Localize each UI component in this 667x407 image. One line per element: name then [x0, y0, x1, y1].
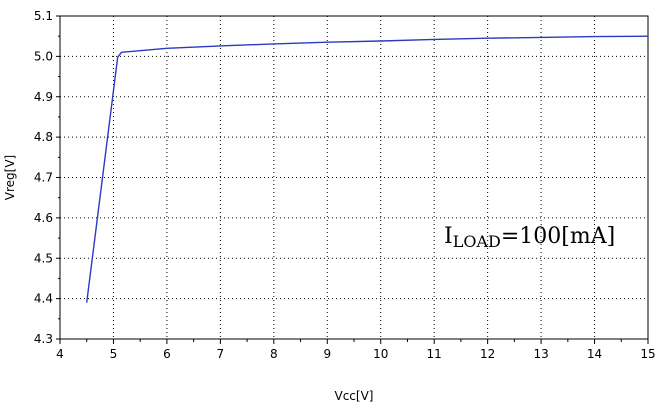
series-layer — [86, 35, 649, 303]
annotation-subscript: LOAD — [453, 232, 501, 251]
y-tick-label: 4.4 — [34, 292, 53, 306]
y-tick-label: 4.5 — [34, 251, 53, 265]
x-tick-label: 9 — [323, 347, 331, 361]
y-tick-label: 4.9 — [34, 90, 53, 104]
y-axis-title: Vreg[V] — [3, 155, 17, 200]
x-tick-labels: 4 5 6 7 8 9 10 11 12 13 14 15 — [56, 347, 655, 361]
x-tick-label: 15 — [640, 347, 655, 361]
y-tick-label: 4.8 — [34, 130, 53, 144]
annotation-main: I — [444, 224, 453, 249]
x-tick-label: 13 — [533, 347, 548, 361]
x-tick-label: 10 — [373, 347, 388, 361]
x-tick-label: 12 — [480, 347, 495, 361]
x-tick-label: 5 — [110, 347, 118, 361]
x-tick-label: 11 — [427, 347, 442, 361]
y-tick-label: 5.1 — [34, 9, 53, 23]
y-tick-labels: 4.3 4.4 4.5 4.6 4.7 4.8 4.9 5.0 5.1 — [34, 9, 53, 346]
x-tick-label: 14 — [587, 347, 602, 361]
series-line — [86, 35, 649, 303]
annotation-rest: =100[mA] — [501, 224, 615, 249]
grid-lines — [60, 16, 648, 339]
tick-marks — [56, 15, 649, 344]
y-tick-label: 5.0 — [34, 49, 53, 63]
x-tick-label: 4 — [56, 347, 64, 361]
x-tick-label: 7 — [217, 347, 225, 361]
x-tick-label: 8 — [270, 347, 278, 361]
x-tick-label: 6 — [163, 347, 171, 361]
y-tick-label: 4.7 — [34, 171, 53, 185]
x-axis-title: Vcc[V] — [335, 389, 374, 403]
y-tick-label: 4.3 — [34, 332, 53, 346]
load-current-annotation: ILOAD=100[mA] — [444, 224, 615, 251]
y-tick-label: 4.6 — [34, 211, 53, 225]
